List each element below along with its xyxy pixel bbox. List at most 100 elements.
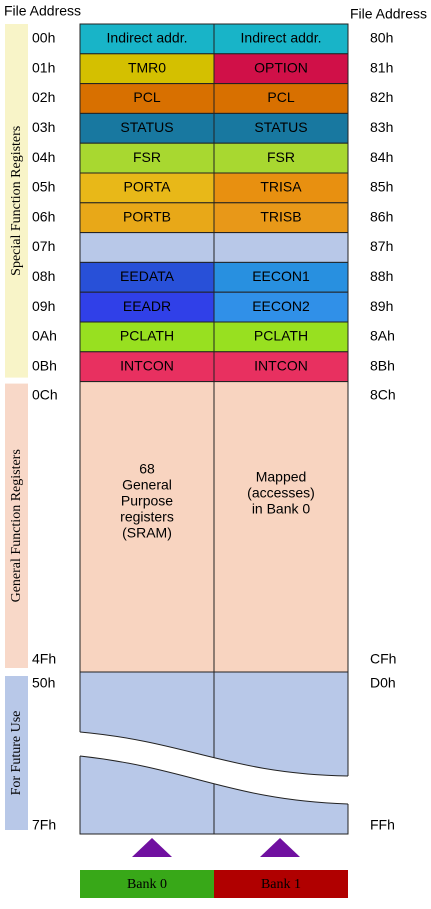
register-name: OPTION bbox=[254, 59, 308, 75]
register-cell bbox=[213, 172, 349, 204]
bank-label-box bbox=[214, 870, 348, 898]
register-cell bbox=[79, 83, 215, 114]
address-right: 84h bbox=[370, 149, 393, 165]
register-name: FSR bbox=[267, 149, 295, 165]
address-left: 04h bbox=[32, 149, 55, 165]
register-cell bbox=[79, 142, 215, 174]
address-right: FFh bbox=[370, 817, 395, 833]
address-left: 00h bbox=[32, 30, 55, 46]
gpr-text: registers bbox=[120, 509, 174, 525]
bank-label-box bbox=[80, 870, 214, 898]
register-cell bbox=[79, 202, 215, 234]
register-cell bbox=[213, 232, 349, 263]
address-right: 86h bbox=[370, 208, 393, 224]
address-right: 8Ah bbox=[370, 328, 395, 344]
gpr-text: Purpose bbox=[121, 493, 173, 509]
register-name: TRISA bbox=[260, 179, 302, 195]
register-cell bbox=[79, 291, 215, 323]
address-right: 85h bbox=[370, 179, 393, 195]
address-right: 83h bbox=[370, 119, 393, 135]
address-right: 82h bbox=[370, 89, 393, 105]
address-right: 8Bh bbox=[370, 357, 395, 373]
gpr-text: (SRAM) bbox=[122, 525, 172, 541]
bank-label: Bank 0 bbox=[127, 877, 167, 892]
register-name: PCLATH bbox=[254, 328, 308, 344]
register-cell bbox=[213, 83, 349, 114]
side-label: Special Function Registers bbox=[9, 126, 24, 276]
address-left: 06h bbox=[32, 208, 55, 224]
register-name: INTCON bbox=[120, 357, 174, 373]
register-cell bbox=[213, 321, 349, 353]
register-name: FSR bbox=[133, 149, 161, 165]
address-left: 4Fh bbox=[32, 651, 56, 667]
register-name: STATUS bbox=[120, 119, 173, 135]
gpr-text: in Bank 0 bbox=[252, 501, 311, 517]
address-right: CFh bbox=[370, 651, 396, 667]
side-label: For Future Use bbox=[9, 711, 24, 796]
register-name: PCL bbox=[267, 89, 294, 105]
register-cell bbox=[213, 142, 349, 174]
address-left: 01h bbox=[32, 59, 55, 75]
register-cell bbox=[79, 112, 215, 144]
register-name: EEDATA bbox=[120, 268, 175, 284]
register-name: EECON1 bbox=[252, 268, 310, 284]
register-cell bbox=[213, 261, 349, 293]
address-left: 05h bbox=[32, 179, 55, 195]
break-band bbox=[79, 732, 349, 804]
side-band bbox=[5, 24, 28, 378]
address-left: 0Ah bbox=[32, 328, 57, 344]
register-name: TMR0 bbox=[128, 59, 166, 75]
register-name: PORTA bbox=[124, 179, 172, 195]
register-name: STATUS bbox=[254, 119, 307, 135]
register-name: EECON2 bbox=[252, 298, 310, 314]
address-left: 07h bbox=[32, 238, 55, 254]
side-band bbox=[5, 676, 28, 830]
register-name: INTCON bbox=[254, 357, 308, 373]
address-right: 8Ch bbox=[370, 386, 396, 402]
register-name: EEADR bbox=[123, 298, 171, 314]
address-left: 0Ch bbox=[32, 386, 58, 402]
register-name: PORTB bbox=[123, 208, 171, 224]
register-cell bbox=[213, 291, 349, 323]
register-name: Indirect addr. bbox=[241, 30, 322, 46]
address-right: 88h bbox=[370, 268, 393, 284]
gpr-text: Mapped bbox=[256, 469, 307, 485]
gpr-text: General bbox=[122, 477, 172, 493]
address-left: 03h bbox=[32, 119, 55, 135]
register-cell bbox=[213, 351, 349, 383]
header-left: File Address bbox=[4, 3, 81, 19]
bank0-pointer bbox=[132, 838, 172, 857]
register-name: Indirect addr. bbox=[107, 30, 188, 46]
register-cell bbox=[79, 172, 215, 204]
address-left: 50h bbox=[32, 675, 55, 691]
break-edge bbox=[79, 755, 349, 805]
address-left: 09h bbox=[32, 298, 55, 314]
register-cell bbox=[79, 232, 215, 263]
address-left: 0Bh bbox=[32, 357, 57, 373]
break-edge bbox=[79, 731, 349, 777]
side-label: General Function Registers bbox=[9, 449, 24, 602]
register-cell bbox=[79, 53, 215, 85]
register-cell bbox=[79, 261, 215, 293]
register-cell bbox=[79, 23, 215, 55]
register-name: PCLATH bbox=[120, 328, 174, 344]
address-right: D0h bbox=[370, 675, 396, 691]
side-band bbox=[5, 383, 28, 668]
address-right: 89h bbox=[370, 298, 393, 314]
register-cell bbox=[79, 321, 215, 353]
gpr-text: (accesses) bbox=[247, 485, 315, 501]
address-left: 02h bbox=[32, 89, 55, 105]
register-cell bbox=[213, 202, 349, 234]
register-cell bbox=[213, 112, 349, 144]
address-right: 87h bbox=[370, 238, 393, 254]
address-left: 7Fh bbox=[32, 817, 56, 833]
register-cell bbox=[213, 53, 349, 85]
address-left: 08h bbox=[32, 268, 55, 284]
register-cell bbox=[79, 351, 215, 383]
register-name: PCL bbox=[133, 89, 160, 105]
bank1-pointer bbox=[260, 838, 300, 857]
address-right: 81h bbox=[370, 59, 393, 75]
gpr-text: 68 bbox=[139, 461, 155, 477]
